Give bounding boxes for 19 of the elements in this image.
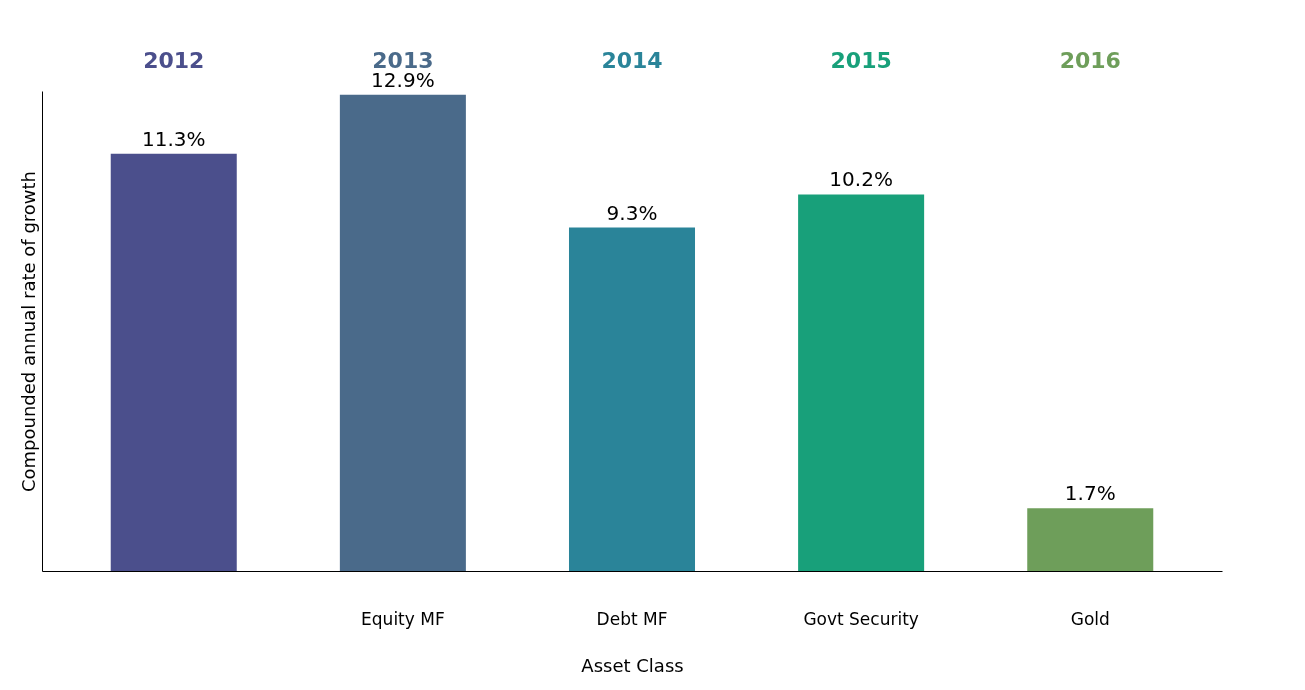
x-axis-title: Asset Class: [581, 654, 684, 676]
text: 2016: [1059, 48, 1121, 73]
text: 2015: [830, 48, 892, 73]
bar: [339, 94, 466, 571]
bar: [110, 153, 237, 571]
bar: [568, 227, 696, 571]
text: 2012: [143, 48, 205, 73]
x-tick-label: Govt Security: [803, 608, 919, 629]
x-tick-label: Equity MF: [361, 608, 445, 629]
bar: [1027, 508, 1154, 571]
x-tick-label: Gold: [1070, 608, 1110, 629]
y-axis-title: Compounded annual rate of growth: [17, 170, 39, 493]
text: 2014: [601, 48, 663, 73]
data-label: 11.3%: [141, 126, 206, 151]
x-tick-label: Debt MF: [596, 608, 668, 629]
data-label: 9.3%: [606, 200, 658, 225]
data-label: 10.2%: [829, 167, 893, 192]
data-label: 1.7%: [1064, 481, 1116, 506]
bar: [798, 194, 925, 571]
